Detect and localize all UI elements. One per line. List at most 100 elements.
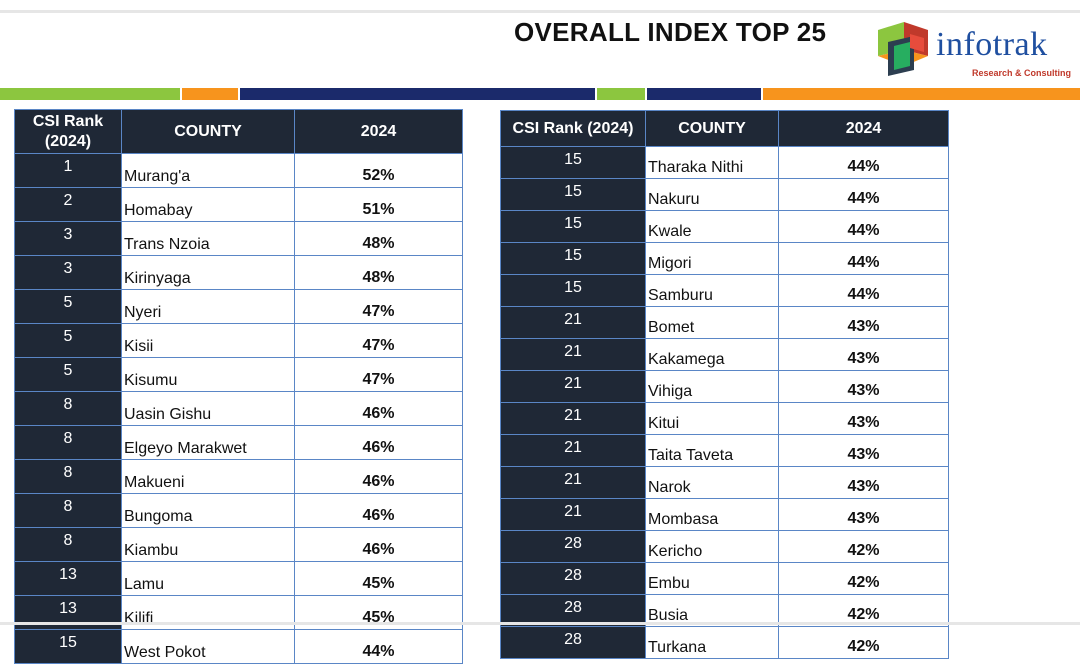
value-cell: 44% bbox=[778, 210, 949, 243]
rank-cell: 15 bbox=[500, 242, 646, 275]
rank-cell: 21 bbox=[500, 434, 646, 467]
table-row: 21 Kitui 43% bbox=[500, 402, 949, 435]
county-cell: Trans Nzoia bbox=[121, 221, 295, 256]
rank-cell: 3 bbox=[14, 255, 122, 290]
rank-cell: 13 bbox=[14, 561, 122, 596]
county-cell: Mombasa bbox=[645, 498, 779, 531]
rank-cell: 28 bbox=[500, 562, 646, 595]
table-row: 15 Nakuru 44% bbox=[500, 178, 949, 211]
header-year: 2024 bbox=[778, 110, 949, 147]
value-cell: 46% bbox=[294, 493, 463, 528]
table-row: 28 Turkana 42% bbox=[500, 626, 949, 659]
county-cell: Bungoma bbox=[121, 493, 295, 528]
value-cell: 46% bbox=[294, 459, 463, 494]
top-border bbox=[0, 10, 1080, 13]
table-header-row: CSI Rank (2024) COUNTY 2024 bbox=[500, 110, 949, 147]
header-csi-rank: CSI Rank (2024) bbox=[14, 109, 122, 154]
table-row: 1 Murang'a 52% bbox=[14, 153, 463, 188]
table-row: 21 Taita Taveta 43% bbox=[500, 434, 949, 467]
county-cell: Migori bbox=[645, 242, 779, 275]
bottom-border bbox=[0, 622, 1080, 625]
table-row: 21 Mombasa 43% bbox=[500, 498, 949, 531]
table-row: 21 Kakamega 43% bbox=[500, 338, 949, 371]
value-cell: 43% bbox=[778, 498, 949, 531]
stripe-navy-1 bbox=[240, 88, 595, 100]
value-cell: 43% bbox=[778, 338, 949, 371]
rank-cell: 1 bbox=[14, 153, 122, 188]
rank-cell: 28 bbox=[500, 626, 646, 659]
county-cell: Nakuru bbox=[645, 178, 779, 211]
table-row: 28 Kericho 42% bbox=[500, 530, 949, 563]
county-cell: Kericho bbox=[645, 530, 779, 563]
county-cell: Tharaka Nithi bbox=[645, 146, 779, 179]
county-cell: Kisumu bbox=[121, 357, 295, 392]
ranking-table-right: CSI Rank (2024) COUNTY 2024 15 Tharaka Ni… bbox=[500, 110, 949, 659]
rank-cell: 8 bbox=[14, 493, 122, 528]
value-cell: 51% bbox=[294, 187, 463, 222]
ranking-table-left: CSI Rank (2024) COUNTY 2024 1 Murang'a 52%… bbox=[14, 109, 463, 664]
rank-cell: 8 bbox=[14, 425, 122, 460]
table-row: 8 Kiambu 46% bbox=[14, 527, 463, 562]
value-cell: 44% bbox=[778, 274, 949, 307]
rank-cell: 8 bbox=[14, 459, 122, 494]
county-cell: Kitui bbox=[645, 402, 779, 435]
table-row: 28 Busia 42% bbox=[500, 594, 949, 627]
logo-mark-icon bbox=[878, 22, 928, 76]
county-cell: Embu bbox=[645, 562, 779, 595]
county-cell: West Pokot bbox=[121, 629, 295, 664]
stripe-navy-2 bbox=[647, 88, 761, 100]
rank-cell: 15 bbox=[500, 178, 646, 211]
header-county: COUNTY bbox=[645, 110, 779, 147]
table-row: 21 Narok 43% bbox=[500, 466, 949, 499]
value-cell: 44% bbox=[294, 629, 463, 664]
value-cell: 45% bbox=[294, 561, 463, 596]
rank-cell: 8 bbox=[14, 391, 122, 426]
stripe-orange-2 bbox=[763, 88, 1080, 100]
county-cell: Busia bbox=[645, 594, 779, 627]
rank-cell: 28 bbox=[500, 530, 646, 563]
value-cell: 43% bbox=[778, 306, 949, 339]
value-cell: 46% bbox=[294, 527, 463, 562]
value-cell: 43% bbox=[778, 370, 949, 403]
stripe-orange-1 bbox=[182, 88, 238, 100]
stripe-green-2 bbox=[597, 88, 645, 100]
rank-cell: 21 bbox=[500, 402, 646, 435]
value-cell: 48% bbox=[294, 221, 463, 256]
header-county: COUNTY bbox=[121, 109, 295, 154]
county-cell: Kiambu bbox=[121, 527, 295, 562]
rank-cell: 15 bbox=[500, 210, 646, 243]
table-row: 5 Kisii 47% bbox=[14, 323, 463, 358]
value-cell: 47% bbox=[294, 323, 463, 358]
table-row: 28 Embu 42% bbox=[500, 562, 949, 595]
county-cell: Samburu bbox=[645, 274, 779, 307]
header-csi-rank: CSI Rank (2024) bbox=[500, 110, 646, 147]
county-cell: Lamu bbox=[121, 561, 295, 596]
county-cell: Kirinyaga bbox=[121, 255, 295, 290]
value-cell: 43% bbox=[778, 434, 949, 467]
table-row: 15 Samburu 44% bbox=[500, 274, 949, 307]
rank-cell: 21 bbox=[500, 306, 646, 339]
county-cell: Narok bbox=[645, 466, 779, 499]
table-row: 21 Bomet 43% bbox=[500, 306, 949, 339]
table-row: 8 Makueni 46% bbox=[14, 459, 463, 494]
county-cell: Nyeri bbox=[121, 289, 295, 324]
table-row: 15 Tharaka Nithi 44% bbox=[500, 146, 949, 179]
county-cell: Homabay bbox=[121, 187, 295, 222]
rank-cell: 21 bbox=[500, 370, 646, 403]
table-row: 13 Lamu 45% bbox=[14, 561, 463, 596]
table-row: 15 Migori 44% bbox=[500, 242, 949, 275]
county-cell: Elgeyo Marakwet bbox=[121, 425, 295, 460]
table-row: 3 Trans Nzoia 48% bbox=[14, 221, 463, 256]
rank-cell: 21 bbox=[500, 498, 646, 531]
county-cell: Kwale bbox=[645, 210, 779, 243]
table-row: 5 Kisumu 47% bbox=[14, 357, 463, 392]
value-cell: 42% bbox=[778, 594, 949, 627]
rank-cell: 21 bbox=[500, 338, 646, 371]
table-row: 21 Vihiga 43% bbox=[500, 370, 949, 403]
county-cell: Kakamega bbox=[645, 338, 779, 371]
county-cell: Turkana bbox=[645, 626, 779, 659]
value-cell: 44% bbox=[778, 178, 949, 211]
value-cell: 42% bbox=[778, 562, 949, 595]
stripe-green-1 bbox=[0, 88, 180, 100]
rank-cell: 2 bbox=[14, 187, 122, 222]
